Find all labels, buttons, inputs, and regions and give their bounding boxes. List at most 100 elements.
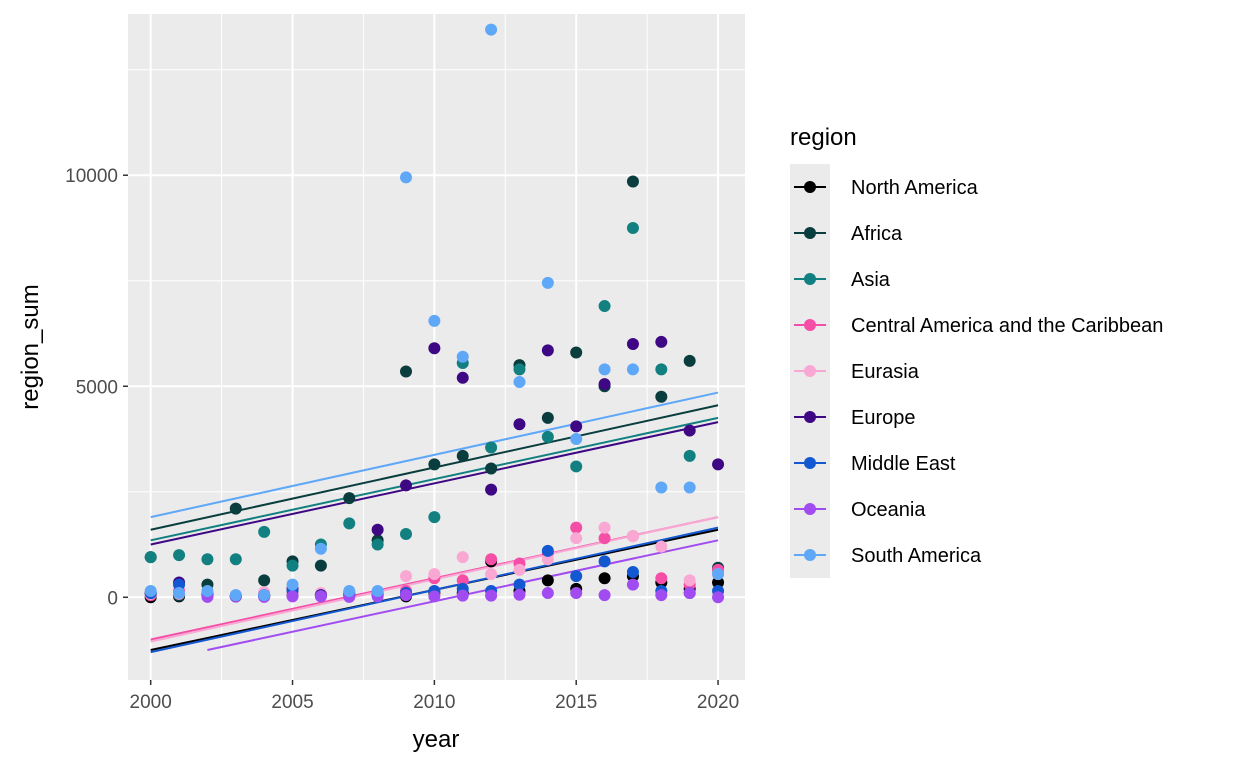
data-point — [428, 342, 441, 355]
data-point — [570, 587, 583, 600]
data-point — [513, 418, 526, 431]
data-point — [485, 462, 498, 475]
data-point — [683, 449, 696, 462]
legend-item: Asia — [794, 269, 891, 291]
data-point — [173, 578, 186, 591]
data-point — [626, 175, 639, 188]
data-point — [683, 574, 696, 587]
legend-label: Asia — [851, 269, 891, 291]
data-point — [343, 517, 356, 530]
legend-item: Middle East — [794, 453, 956, 475]
y-tick-label: 5000 — [76, 377, 118, 398]
legend-item: North America — [794, 177, 979, 199]
data-point — [229, 589, 242, 602]
data-point — [485, 441, 498, 454]
legend-item: Eurasia — [794, 361, 920, 383]
legend-item: Europe — [794, 407, 916, 429]
trend-line — [150, 416, 719, 542]
data-point — [712, 458, 725, 471]
data-point — [513, 376, 526, 389]
x-axis: 2000 2005 2010 2015 2020 — [130, 680, 739, 713]
legend-point-key — [804, 411, 816, 423]
legend-item: Africa — [794, 223, 903, 245]
data-point — [456, 551, 469, 564]
y-tick-label: 0 — [107, 588, 118, 609]
data-point — [456, 574, 469, 587]
data-point — [570, 420, 583, 433]
data-point — [541, 544, 554, 557]
legend-point-key — [804, 503, 816, 515]
y-axis: 0 5000 10000 — [65, 166, 128, 609]
data-point — [456, 350, 469, 363]
data-point — [400, 171, 413, 184]
data-point — [314, 542, 327, 555]
data-point — [513, 563, 526, 576]
data-point — [598, 572, 611, 585]
data-point — [683, 481, 696, 494]
legend-label: Oceania — [851, 499, 926, 521]
data-point — [513, 588, 526, 601]
data-point — [712, 591, 725, 604]
data-point — [598, 300, 611, 313]
data-point — [626, 221, 639, 234]
data-point — [400, 365, 413, 378]
data-point — [655, 540, 668, 553]
data-point — [428, 458, 441, 471]
data-point — [229, 502, 242, 515]
data-point — [570, 460, 583, 473]
legend-item: South America — [794, 545, 982, 567]
data-point — [286, 590, 299, 603]
data-point — [485, 483, 498, 496]
data-point — [428, 590, 441, 603]
data-point — [485, 589, 498, 602]
data-point — [144, 584, 157, 597]
data-point — [371, 523, 384, 536]
data-point — [626, 338, 639, 351]
data-point — [513, 578, 526, 591]
data-point — [513, 363, 526, 376]
x-tick-label: 2020 — [697, 692, 739, 713]
data-point — [541, 344, 554, 357]
data-point — [626, 363, 639, 376]
data-point — [570, 346, 583, 359]
legend-point-key — [804, 181, 816, 193]
data-point — [229, 553, 242, 566]
data-point — [626, 578, 639, 591]
legend-label: North America — [851, 177, 979, 199]
data-point — [655, 589, 668, 602]
data-point — [655, 335, 668, 348]
data-point — [626, 530, 639, 543]
data-point — [598, 521, 611, 534]
data-point — [201, 584, 214, 597]
data-point — [173, 587, 186, 600]
data-point — [456, 371, 469, 384]
data-point — [712, 576, 725, 589]
y-axis-title: region_sum — [17, 284, 44, 409]
data-point — [598, 589, 611, 602]
data-point — [570, 532, 583, 545]
data-point — [258, 574, 271, 587]
data-point — [541, 276, 554, 289]
legend-label: South America — [851, 545, 982, 567]
x-tick-label: 2010 — [413, 692, 455, 713]
legend-point-key — [804, 365, 816, 377]
data-point — [144, 551, 157, 564]
data-point — [541, 587, 554, 600]
data-point — [428, 314, 441, 327]
data-point — [173, 549, 186, 562]
data-point — [371, 584, 384, 597]
data-point — [343, 584, 356, 597]
data-point — [400, 527, 413, 540]
data-point — [286, 578, 299, 591]
data-points — [144, 23, 725, 604]
legend-label: Eurasia — [851, 361, 920, 383]
legend-point-key — [804, 273, 816, 285]
data-point — [683, 587, 696, 600]
data-point — [456, 449, 469, 462]
x-tick-label: 2015 — [555, 692, 597, 713]
data-point — [626, 565, 639, 578]
data-point — [314, 559, 327, 572]
data-point — [570, 521, 583, 534]
data-point — [428, 568, 441, 581]
